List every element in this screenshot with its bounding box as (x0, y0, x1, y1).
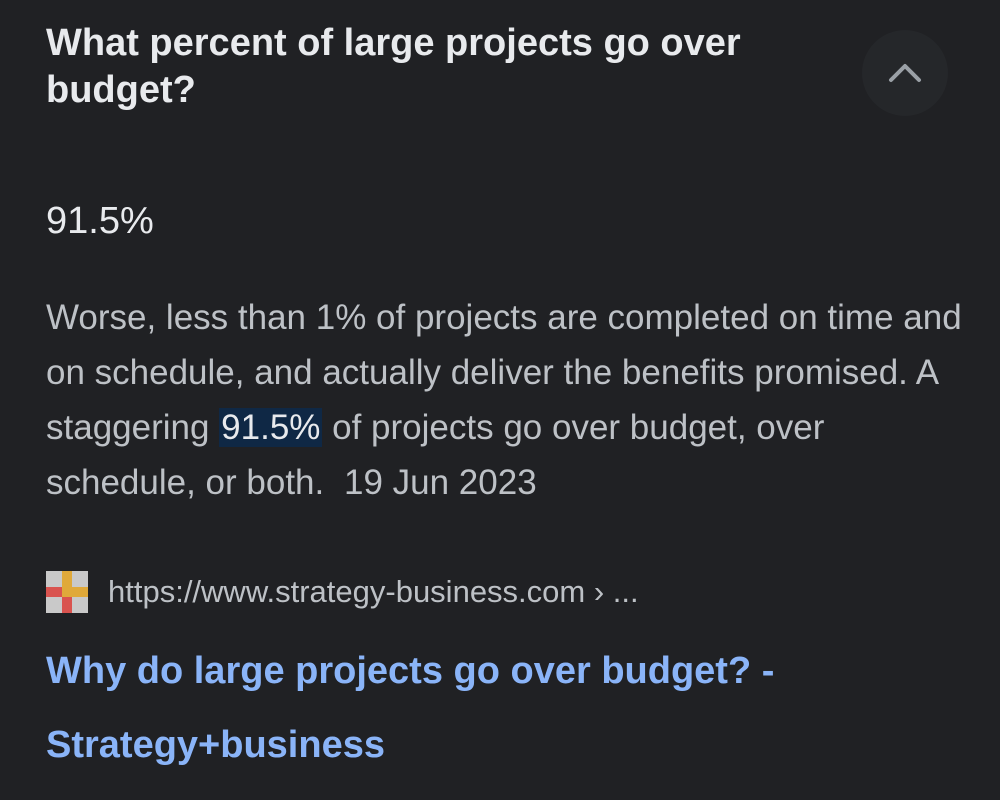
snippet-date: 19 Jun 2023 (343, 463, 537, 502)
chevron-up-icon (889, 64, 921, 82)
snippet-text-before: Worse, less than 1% of projects are comp… (46, 298, 962, 447)
answer-snippet: Worse, less than 1% of projects are comp… (46, 290, 966, 510)
collapse-button[interactable] (862, 30, 948, 116)
strategy-business-favicon-icon (46, 571, 88, 613)
snippet-highlight: 91.5% (219, 408, 323, 447)
question-heading: What percent of large projects go over b… (46, 22, 741, 111)
snippet-text-after: of projects go over budget, over schedul… (46, 408, 825, 502)
source-row[interactable]: https://www.strategy-business.com › ... (46, 570, 639, 614)
result-title-link[interactable]: Why do large projects go over budget? - … (46, 650, 775, 766)
source-url[interactable]: https://www.strategy-business.com › ... (108, 574, 639, 609)
featured-answer: 91.5% (46, 200, 154, 242)
